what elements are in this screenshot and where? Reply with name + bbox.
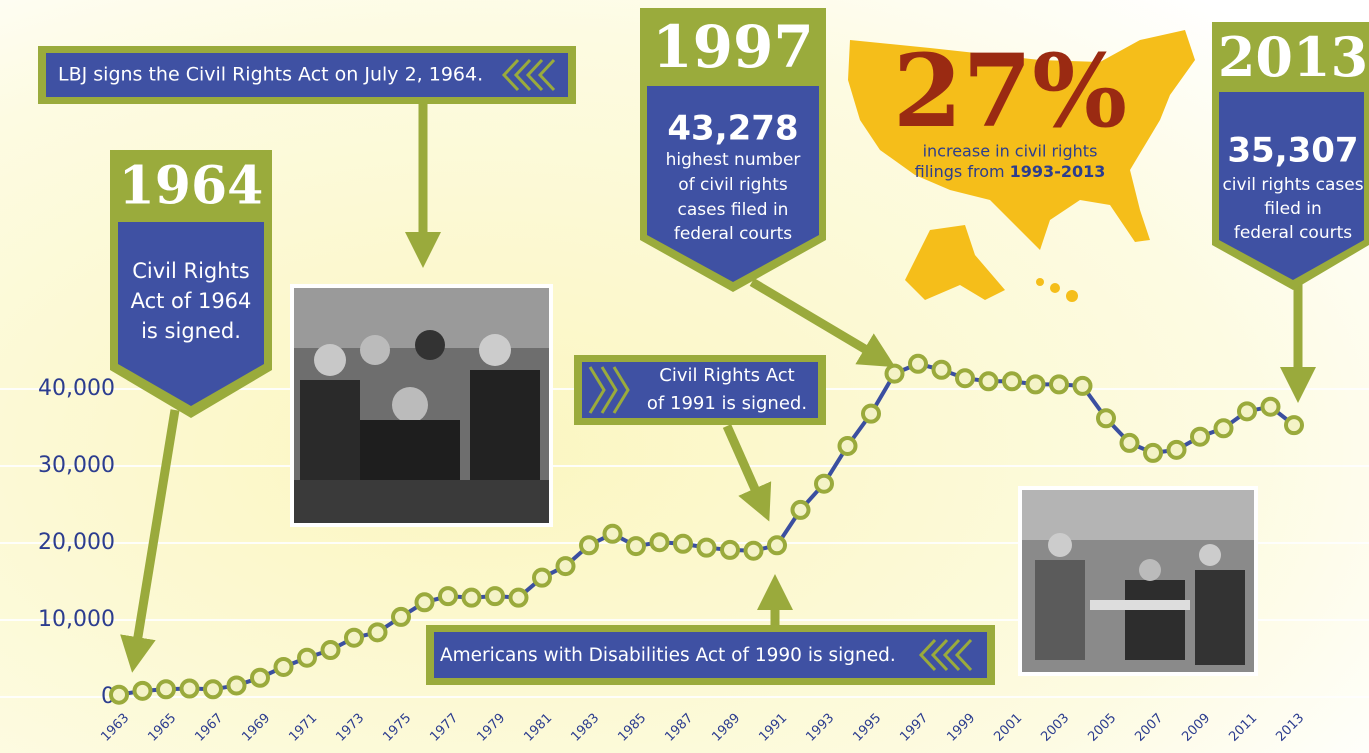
y-tick-label: 30,000 [38, 453, 115, 478]
marker [1122, 435, 1138, 451]
marker [1028, 376, 1044, 392]
marker [464, 590, 480, 606]
y-tick-label: 20,000 [38, 530, 115, 555]
marker [863, 406, 879, 422]
marker [1169, 442, 1185, 458]
marker [393, 609, 409, 625]
box-text: Americans with Disabilities Act of 1990 … [440, 645, 896, 666]
banner-text: is signed. [141, 319, 241, 343]
marker [440, 588, 456, 604]
marker [346, 630, 362, 646]
banner-text: civil rights cases [1222, 175, 1363, 195]
box-text: Civil Rights Act [659, 365, 794, 386]
banner-year: 2013 [1218, 25, 1368, 89]
marker [1004, 373, 1020, 389]
marker [840, 438, 856, 454]
box-1991: Civil Rights Act of 1991 is signed. [574, 355, 826, 425]
banner-1997: 1997 43,278 highest number of civil righ… [640, 8, 826, 292]
banner-text: federal courts [674, 224, 792, 244]
photo-ada [1018, 486, 1258, 676]
marker [205, 681, 221, 697]
banner-year: 1997 [652, 13, 813, 81]
map-range: 1993-2013 [1010, 162, 1106, 181]
marker [135, 683, 151, 699]
marker [793, 502, 809, 518]
marker [746, 543, 762, 559]
banner-1964: 1964 Civil Rights Act of 1964 is signed. [110, 150, 272, 418]
banner-2013: 2013 35,307 civil rights cases filed in … [1212, 22, 1369, 290]
marker [323, 642, 339, 658]
marker [1098, 410, 1114, 426]
map-text: increase in civil rights [923, 142, 1098, 161]
marker [534, 570, 550, 586]
marker [1145, 445, 1161, 461]
marker [229, 677, 245, 693]
marker [276, 659, 292, 675]
marker [1263, 399, 1279, 415]
banner-text: of civil rights [678, 175, 788, 195]
marker [252, 670, 268, 686]
marker [299, 650, 315, 666]
box-ada: Americans with Disabilities Act of 1990 … [426, 625, 995, 685]
marker [1192, 429, 1208, 445]
marker [487, 588, 503, 604]
marker [652, 534, 668, 550]
marker [981, 373, 997, 389]
marker [699, 540, 715, 556]
marker [816, 476, 832, 492]
banner-number: 35,307 [1227, 131, 1358, 171]
box-text: of 1991 is signed. [647, 393, 807, 414]
percent: 27% [893, 32, 1127, 150]
marker [111, 687, 127, 703]
banner-text: filed in [1264, 199, 1322, 219]
marker [1239, 403, 1255, 419]
marker [1286, 417, 1302, 433]
marker [605, 526, 621, 542]
banner-text: Civil Rights [132, 259, 250, 283]
y-tick-label: 40,000 [38, 376, 115, 401]
marker [628, 538, 644, 554]
marker [887, 366, 903, 382]
marker [182, 681, 198, 697]
marker [675, 536, 691, 552]
banner-text: cases filed in [678, 200, 789, 220]
marker [581, 537, 597, 553]
marker [957, 370, 973, 386]
banner-text: federal courts [1234, 223, 1352, 243]
map-text: filings from 1993-2013 [915, 162, 1106, 181]
banner-text: Act of 1964 [131, 289, 252, 313]
marker [934, 362, 950, 378]
marker [511, 590, 527, 606]
marker [722, 542, 738, 558]
marker [1051, 376, 1067, 392]
marker [910, 356, 926, 372]
photo-lbj [290, 284, 553, 527]
marker [1216, 420, 1232, 436]
map-text: filings from [915, 162, 1005, 181]
banner-year: 1964 [119, 156, 264, 217]
box-text: LBJ signs the Civil Rights Act on July 2… [58, 64, 483, 86]
marker [158, 681, 174, 697]
marker [769, 537, 785, 553]
y-tick-label: 10,000 [38, 607, 115, 632]
banner-number: 43,278 [667, 109, 798, 149]
marker [370, 624, 386, 640]
box-lbj: LBJ signs the Civil Rights Act on July 2… [38, 46, 576, 104]
marker [1075, 378, 1091, 394]
chart: 010,00020,00030,00040,000196319651967196… [0, 0, 1369, 753]
marker [558, 558, 574, 574]
marker [417, 594, 433, 610]
banner-text: highest number [666, 150, 801, 170]
